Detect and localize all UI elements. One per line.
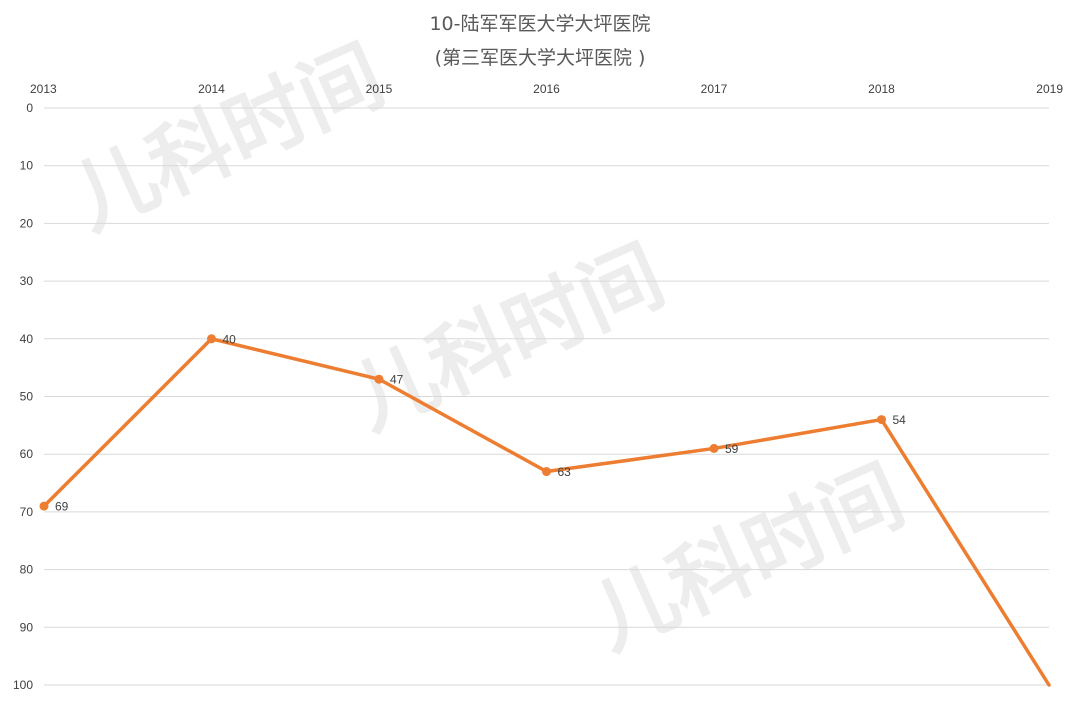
- x-tick-label: 2017: [701, 82, 728, 96]
- x-tick-label: 2016: [533, 82, 560, 96]
- y-axis-ticks: 0 10 20 30 40 50 60 70 80 90 100: [13, 101, 33, 692]
- x-tick-label: 2014: [198, 82, 225, 96]
- watermark-text: 儿科时间: [59, 28, 397, 248]
- data-label: 54: [893, 413, 907, 427]
- y-tick-label: 60: [20, 447, 34, 461]
- x-axis-ticks: 2013 2014 2015 2016 2017 2018 2019: [30, 82, 1063, 96]
- y-tick-label: 20: [20, 216, 34, 230]
- y-tick-label: 80: [20, 563, 34, 577]
- watermark-text: 儿科时间: [579, 448, 917, 668]
- y-tick-label: 0: [26, 101, 33, 115]
- data-point: [709, 443, 719, 453]
- data-labels: 69 40 47 63 59 54: [55, 332, 906, 513]
- data-points: [39, 334, 886, 511]
- x-tick-label: 2015: [366, 82, 393, 96]
- data-label: 63: [558, 465, 572, 479]
- data-point: [374, 374, 384, 384]
- data-label: 59: [725, 442, 739, 456]
- data-point: [39, 501, 49, 511]
- chart-subtitle: (第三军医大学大坪医院 ): [435, 47, 646, 69]
- data-point: [877, 415, 886, 425]
- y-tick-label: 100: [13, 678, 33, 692]
- y-tick-label: 30: [20, 274, 34, 288]
- data-label: 47: [390, 373, 404, 387]
- data-label: 40: [223, 332, 237, 346]
- data-label: 69: [55, 500, 69, 514]
- y-tick-label: 40: [20, 332, 34, 346]
- data-point: [207, 334, 216, 344]
- x-tick-label: 2013: [30, 82, 57, 96]
- y-tick-label: 90: [20, 620, 34, 634]
- x-tick-label: 2018: [868, 82, 895, 96]
- y-tick-label: 50: [20, 390, 34, 404]
- chart-title: 10-陆军军医大学大坪医院: [429, 13, 650, 35]
- x-tick-label: 2019: [1036, 82, 1063, 96]
- gridlines: [44, 107, 1049, 686]
- y-tick-label: 70: [20, 505, 34, 519]
- watermark-text: 儿科时间: [339, 228, 677, 448]
- y-tick-label: 10: [20, 159, 34, 173]
- data-point: [542, 467, 551, 477]
